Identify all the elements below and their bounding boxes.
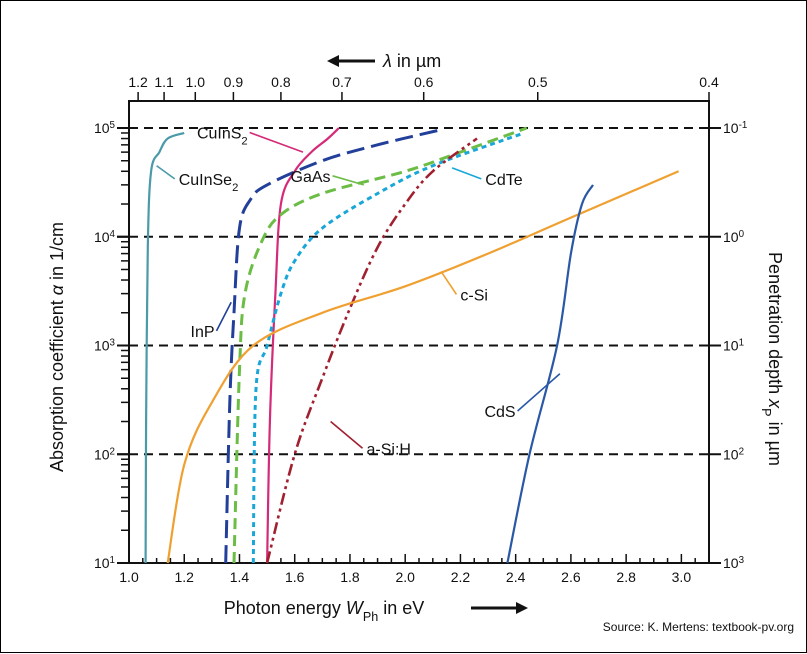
series-label-6: c-Si — [460, 287, 488, 304]
top-tick-label-2: 1.0 — [186, 74, 206, 90]
x-axis-title: Photon energy WPh in eV — [224, 598, 425, 624]
series-label-1: InP — [191, 324, 215, 341]
x-tick-label-10: 3.0 — [672, 569, 692, 585]
series-line-inp — [224, 128, 439, 564]
series-line-gaas — [232, 126, 528, 564]
series-line-c-si — [166, 170, 680, 564]
x-tick-label-7: 2.4 — [506, 569, 526, 585]
series-leader-1 — [215, 301, 232, 332]
series-line-cdte — [251, 131, 525, 564]
y-left-tick-label-3: 104 — [94, 228, 116, 245]
x-tick-label-3: 1.6 — [285, 569, 305, 585]
series-line-a-si-h — [265, 137, 478, 564]
x-tick-label-9: 2.8 — [616, 569, 636, 585]
y-left-axis-title: Absorption coefficient α in 1/cm — [47, 222, 67, 472]
x-tick-label-0: 1.0 — [119, 569, 139, 585]
top-tick-label-7: 0.5 — [528, 74, 548, 90]
series-line-cuins — [266, 127, 340, 564]
series-leader-2 — [249, 131, 304, 153]
series-leader-7 — [517, 373, 561, 412]
top-tick-label-0: 1.2 — [128, 74, 148, 90]
y-right-tick-label-3: 100 — [723, 228, 745, 245]
x-tick-label-6: 2.2 — [451, 569, 471, 585]
y-left-tick-label-2: 103 — [94, 337, 116, 354]
x-tick-label-4: 1.8 — [340, 569, 360, 585]
series-line-cuinse — [144, 131, 185, 564]
series-leader-4 — [451, 167, 482, 180]
top-axis-title: λ in µm — [382, 51, 441, 71]
source-note: Source: K. Mertens: textbook-pv.org — [602, 620, 794, 634]
series-leader-5 — [330, 420, 364, 449]
x-tick-label-2: 1.4 — [230, 569, 250, 585]
y-right-tick-label-0: 103 — [723, 555, 745, 572]
top-axis-arrow-head — [327, 55, 339, 67]
series-leader-3 — [332, 175, 364, 186]
series-leader-6 — [440, 270, 458, 295]
series-label-4: CdTe — [485, 172, 522, 189]
series-label-2: CuInS2 — [197, 126, 248, 148]
series-leader-0 — [156, 165, 176, 180]
y-right-tick-label-1: 102 — [723, 446, 744, 463]
series-label-0: CuInSe2 — [179, 172, 239, 194]
top-tick-label-8: 0.4 — [699, 74, 719, 90]
y-right-axis-title: Penetration depth xP in µm — [759, 252, 785, 466]
series-label-5: a-Si:H — [367, 441, 411, 458]
y-left-tick-label-1: 102 — [94, 446, 115, 463]
y-right-tick-label-2: 101 — [723, 337, 744, 354]
plot-border — [128, 100, 710, 564]
top-tick-label-6: 0.6 — [414, 74, 434, 90]
series-label-3: GaAs — [291, 169, 331, 186]
top-tick-label-4: 0.8 — [271, 74, 291, 90]
top-tick-label-1: 1.1 — [154, 74, 174, 90]
x-tick-label-8: 2.6 — [561, 569, 581, 585]
top-tick-label-5: 0.7 — [332, 74, 352, 90]
top-tick-label-3: 0.9 — [224, 74, 244, 90]
series-line-cds — [506, 184, 594, 564]
x-axis-arrow-head — [516, 602, 528, 614]
series-label-7: CdS — [484, 404, 515, 421]
y-right-tick-label-4: 10-1 — [723, 120, 747, 137]
y-left-tick-label-0: 101 — [94, 555, 115, 572]
y-left-tick-label-4: 105 — [94, 120, 116, 137]
x-tick-label-1: 1.2 — [175, 569, 195, 585]
x-tick-label-5: 2.0 — [395, 569, 415, 585]
